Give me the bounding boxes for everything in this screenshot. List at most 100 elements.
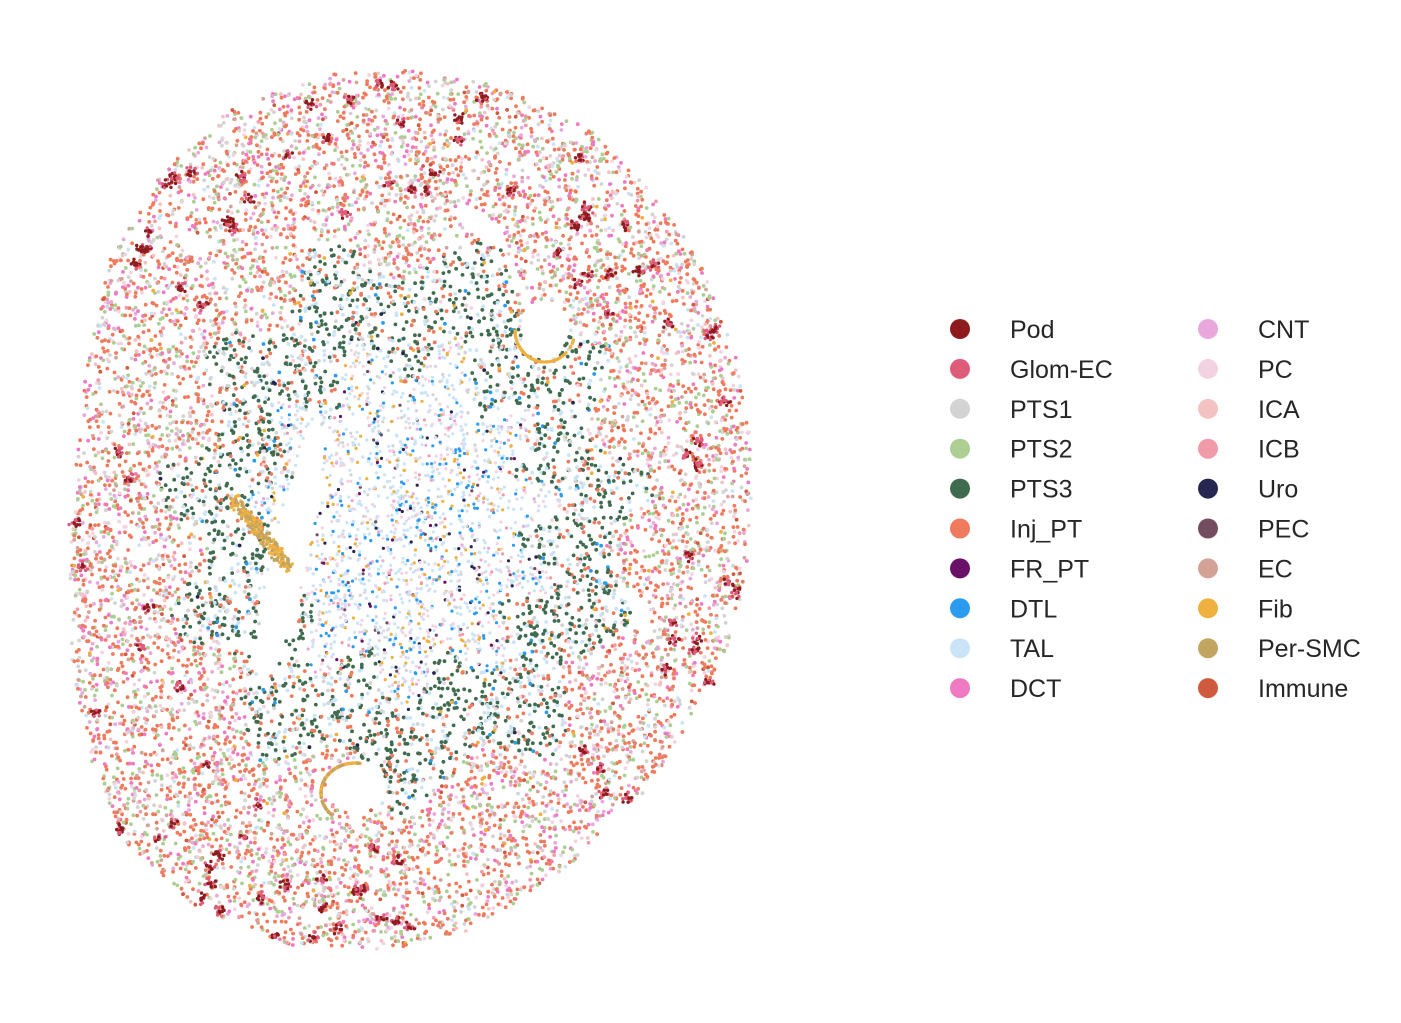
cell-point-ec	[251, 232, 256, 236]
cell-point-inj-pt	[259, 152, 264, 157]
cell-point-cnt	[145, 401, 150, 406]
cell-point-pts3	[474, 281, 479, 285]
cell-point-ica	[141, 770, 146, 775]
cell-point-inj-pt	[550, 136, 555, 141]
cell-point-tal	[276, 520, 280, 525]
cell-point-fib	[426, 867, 431, 872]
cell-point-pts2	[402, 269, 407, 274]
cell-point-immune	[140, 654, 145, 658]
cell-point-pts3	[410, 793, 415, 798]
cell-point-pts3	[497, 287, 502, 292]
cell-point-inj-pt	[610, 428, 614, 433]
cell-point-pts3	[291, 684, 296, 689]
cell-point-pc	[433, 412, 438, 416]
cell-point-inj-pt	[511, 360, 515, 364]
cell-point-inj-pt	[600, 606, 605, 611]
cell-point-pts3	[611, 479, 616, 483]
cell-point-tal	[366, 614, 370, 618]
cell-point-pts2	[351, 139, 355, 144]
cell-point-inj-pt	[561, 535, 566, 539]
cell-point-inj-pt	[425, 742, 430, 747]
cell-point-pts3	[516, 625, 521, 629]
cell-point-inj-pt	[287, 675, 292, 679]
cell-point-dct	[589, 682, 594, 687]
cell-point-pts1	[615, 202, 620, 206]
cell-point-pts2	[695, 424, 700, 429]
cell-point-inj-pt	[638, 341, 642, 346]
cell-point-inj-pt	[472, 122, 476, 126]
cell-point-pc	[264, 136, 269, 141]
cell-point-inj-pt	[561, 233, 565, 238]
cell-point-pts1	[152, 385, 157, 390]
cell-point-fib	[260, 309, 265, 313]
cell-point-inj-pt	[442, 142, 447, 147]
cell-point-pts1	[672, 388, 677, 393]
cell-point-pts2	[438, 895, 443, 900]
cell-point-pts3	[495, 333, 500, 337]
cell-point-inj-pt	[181, 377, 186, 381]
cell-point-tal	[399, 494, 404, 498]
cell-point-pts3	[440, 316, 444, 321]
cell-point-ec	[260, 242, 265, 247]
cell-point-ica	[313, 836, 318, 840]
cell-point-pts2	[346, 222, 351, 227]
cell-point-inj-pt	[233, 190, 238, 194]
cell-point-ica	[253, 836, 257, 840]
cell-point-inj-pt	[649, 751, 653, 755]
cell-point-pc	[362, 263, 367, 268]
cell-point-inj-pt	[663, 754, 668, 759]
cell-point-pc	[392, 556, 396, 560]
cell-point-pts3	[238, 408, 242, 413]
cell-point-tal	[425, 583, 429, 588]
cell-point-inj-pt	[216, 810, 220, 815]
cell-point-uro	[158, 476, 163, 481]
cell-point-cnt	[559, 128, 564, 132]
cell-point-tal	[520, 496, 524, 500]
cell-point-immune	[130, 673, 135, 678]
cell-point-tal	[322, 675, 326, 680]
cell-point-tal	[266, 567, 270, 572]
cell-point-inj-pt	[631, 253, 636, 258]
cell-point-pts3	[211, 620, 216, 625]
cell-point-pts3	[597, 349, 602, 354]
cell-point-inj-pt	[587, 129, 591, 134]
cell-point-dct	[202, 329, 207, 333]
cell-point-inj-pt	[397, 244, 401, 249]
cell-point-cnt	[94, 540, 99, 545]
cell-point-ec	[629, 428, 634, 432]
cell-point-ec	[476, 176, 481, 181]
cell-point-tal	[404, 791, 408, 795]
cell-point-pc	[495, 653, 499, 657]
cell-point-pts1	[394, 843, 398, 847]
cell-point-inj-pt	[196, 441, 200, 446]
cell-point-inj-pt	[539, 265, 544, 269]
cell-point-dtl	[497, 465, 501, 469]
cell-point-dct	[543, 757, 547, 762]
cell-point-inj-pt	[623, 301, 628, 306]
cell-point-tal	[299, 433, 303, 437]
cell-point-pts1	[243, 798, 248, 803]
cell-point-pts1	[681, 235, 686, 239]
cell-point-fib	[418, 612, 422, 616]
cell-point-pts1	[336, 758, 341, 763]
cell-point-pts3	[402, 770, 406, 775]
cell-point-dct	[222, 261, 227, 265]
cell-point-pc	[303, 794, 308, 799]
cell-point-pc	[349, 479, 353, 483]
cell-point-inj-pt	[717, 334, 722, 338]
cell-point-dct	[500, 778, 505, 783]
cell-point-tal	[484, 378, 488, 383]
cell-point-pc	[116, 556, 120, 561]
cell-point-tal	[419, 785, 424, 790]
cell-point-inj-pt	[154, 372, 158, 376]
cell-point-pts1	[722, 614, 727, 618]
cell-point-pts1	[220, 143, 224, 148]
cell-point-inj-pt	[533, 423, 537, 428]
cell-point-pts1	[398, 910, 402, 915]
cell-point-tal	[322, 353, 327, 358]
cell-point-pts1	[545, 217, 550, 222]
cell-point-inj-pt	[623, 186, 627, 191]
cell-point-immune	[647, 474, 652, 479]
cell-point-inj-pt	[198, 283, 203, 288]
cell-point-inj-pt	[74, 569, 79, 574]
